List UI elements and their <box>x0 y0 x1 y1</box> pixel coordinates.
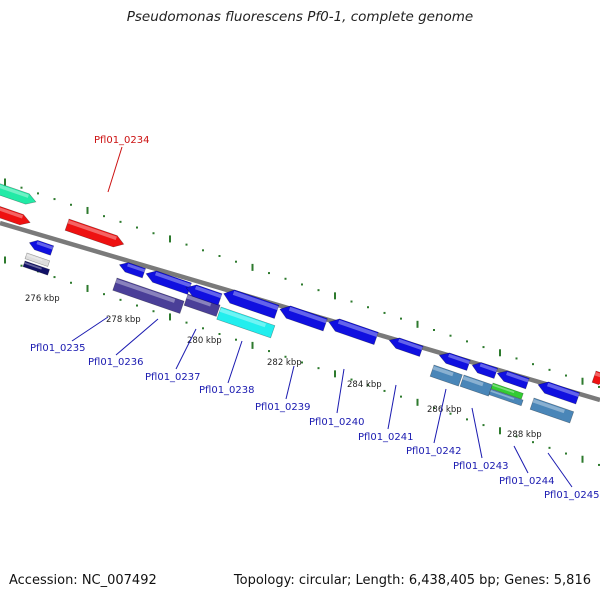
gene-label[interactable]: Pfl01_0234 <box>94 135 150 146</box>
gene-leader-line <box>388 385 396 429</box>
topology-text: Topology: circular; Length: 6,438,405 bp… <box>234 573 591 588</box>
gene-features <box>0 183 600 423</box>
gene-leader-line <box>337 369 344 413</box>
genome-map: 276 kbp278 kbp280 kbp282 kbp284 kbp286 k… <box>0 0 600 600</box>
gene-arrow-red-edge[interactable] <box>592 371 600 386</box>
gene-label[interactable]: Pfl01_0240 <box>309 417 365 428</box>
tick-label: 284 kbp <box>347 380 382 390</box>
gene-leader-line <box>228 341 242 383</box>
gene-label[interactable]: Pfl01_0239 <box>255 402 311 413</box>
gene-arrow-Pfl01_0240[interactable] <box>327 316 379 345</box>
gene-label[interactable]: Pfl01_0241 <box>358 432 414 443</box>
gene-leader-line <box>176 329 196 369</box>
tick-label: 282 kbp <box>267 358 302 368</box>
tick-label: 278 kbp <box>106 315 141 325</box>
accession-text: Accession: NC_007492 <box>9 573 157 588</box>
gene-label[interactable]: Pfl01_0238 <box>199 385 255 396</box>
gene-leader-line <box>472 408 482 458</box>
gene-box-Pfl01_0242[interactable] <box>430 365 462 386</box>
gene-label[interactable]: Pfl01_0242 <box>406 446 462 457</box>
gene-box-Pfl01_0243[interactable] <box>460 375 492 396</box>
gene-label[interactable]: Pfl01_0236 <box>88 357 144 368</box>
gene-leader-line <box>514 446 528 473</box>
gene-leader-line <box>434 389 446 443</box>
gene-leader-line <box>72 317 108 341</box>
gene-box-Pfl01_0245[interactable] <box>530 398 574 423</box>
tick-label: 276 kbp <box>25 294 60 304</box>
gene-label[interactable]: Pfl01_0237 <box>145 372 201 383</box>
gene-leader-line <box>108 147 122 192</box>
gene-arrow-teal[interactable] <box>0 183 38 207</box>
gene-label[interactable]: Pfl01_0244 <box>499 476 555 487</box>
gene-label[interactable]: Pfl01_0243 <box>453 461 509 472</box>
gene-leader-line <box>286 366 294 399</box>
gene-arrow-blue[interactable] <box>28 238 54 255</box>
tick-label: 286 kbp <box>427 405 462 415</box>
tick-label: 288 kbp <box>507 430 542 440</box>
gene-label[interactable]: Pfl01_0245 <box>544 490 600 501</box>
gene-label[interactable]: Pfl01_0235 <box>30 343 86 354</box>
